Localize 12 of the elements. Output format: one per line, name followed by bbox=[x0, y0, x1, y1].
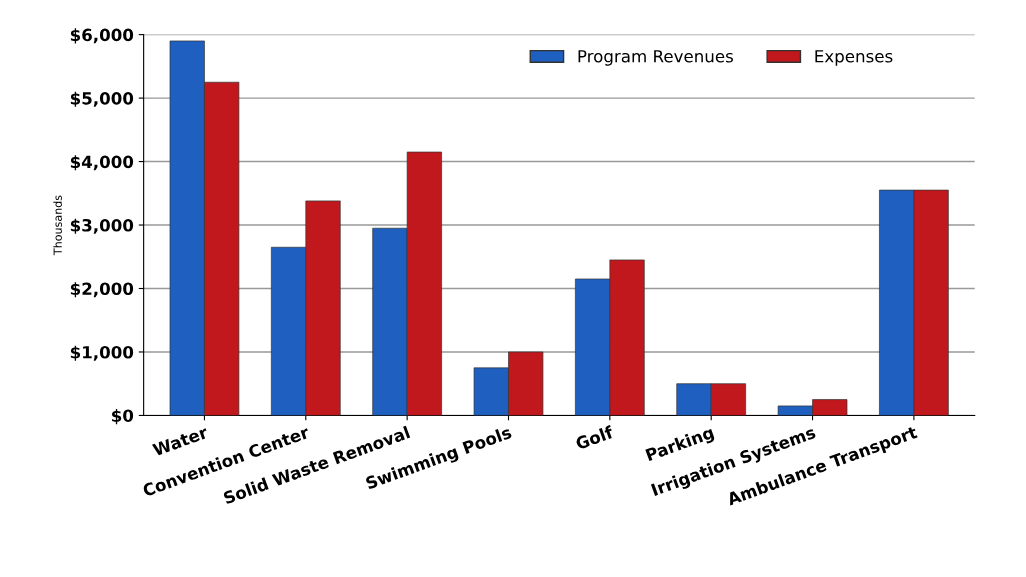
x-tick-label: Golf bbox=[574, 425, 615, 451]
y-tick-label: $5,000 bbox=[70, 91, 134, 107]
legend-label: Expenses bbox=[815, 50, 893, 66]
y-tick-label: $2,000 bbox=[70, 282, 134, 298]
y-tick-label: $6,000 bbox=[70, 28, 134, 44]
y-tick-label: $3,000 bbox=[70, 218, 134, 234]
y-tick-label: $4,000 bbox=[70, 155, 134, 171]
y-tick-label: $1,000 bbox=[70, 345, 134, 361]
legend-label: Program Revenues bbox=[578, 50, 733, 66]
y-tick-label: $0 bbox=[112, 409, 134, 425]
y-axis-title: Thousands bbox=[53, 195, 62, 256]
x-tick-label: Water bbox=[151, 425, 209, 457]
